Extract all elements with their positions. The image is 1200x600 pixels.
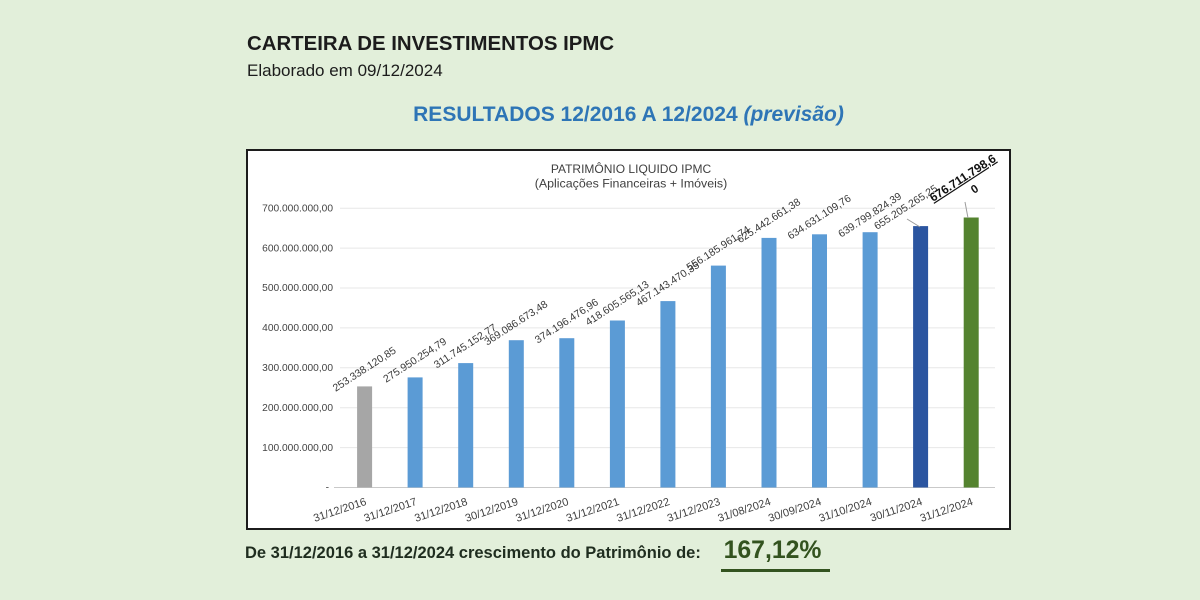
svg-text:30/11/2024: 30/11/2024 [869,496,924,525]
svg-text:-: - [326,483,329,494]
svg-text:600.000.000,00: 600.000.000,00 [262,243,333,254]
svg-text:(Aplicações Financeiras + Imóv: (Aplicações Financeiras + Imóveis) [535,177,727,191]
svg-text:31/12/2018: 31/12/2018 [413,496,469,525]
svg-text:500.000.000,00: 500.000.000,00 [262,283,333,294]
svg-text:31/12/2021: 31/12/2021 [565,496,621,525]
svg-text:30/12/2019: 30/12/2019 [464,496,520,525]
svg-text:31/08/2024: 31/08/2024 [716,496,772,525]
svg-text:PATRIMÔNIO LIQUIDO IPMC: PATRIMÔNIO LIQUIDO IPMC [551,161,712,176]
svg-text:700.000.000,00: 700.000.000,00 [262,203,333,214]
svg-text:400.000.000,00: 400.000.000,00 [262,323,333,334]
svg-text:31/12/2024: 31/12/2024 [919,496,975,525]
svg-text:31/12/2022: 31/12/2022 [615,496,671,525]
svg-text:31/12/2023: 31/12/2023 [666,496,722,525]
svg-text:31/12/2020: 31/12/2020 [514,496,570,525]
svg-text:30/09/2024: 30/09/2024 [767,496,823,525]
svg-text:676.711.798,6: 676.711.798,6 [927,151,999,204]
svg-text:200.000.000,00: 200.000.000,00 [262,403,333,414]
svg-text:31/12/2016: 31/12/2016 [312,496,368,525]
svg-text:100.000.000,00: 100.000.000,00 [262,443,333,454]
svg-text:300.000.000,00: 300.000.000,00 [262,363,333,374]
svg-text:31/12/2017: 31/12/2017 [363,496,419,525]
svg-text:31/10/2024: 31/10/2024 [818,496,874,525]
svg-text:0: 0 [969,183,981,197]
